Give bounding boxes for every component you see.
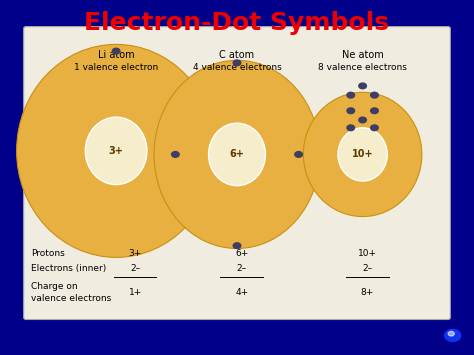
- Text: Electrons (inner): Electrons (inner): [31, 263, 106, 273]
- Text: 8+: 8+: [361, 288, 374, 297]
- Text: 3+: 3+: [109, 146, 124, 156]
- Circle shape: [359, 83, 366, 89]
- Circle shape: [172, 152, 179, 157]
- Text: Charge on
valence electrons: Charge on valence electrons: [31, 283, 111, 303]
- Ellipse shape: [85, 117, 147, 185]
- Circle shape: [347, 125, 355, 131]
- Circle shape: [448, 332, 454, 336]
- Text: 4+: 4+: [235, 288, 248, 297]
- Ellipse shape: [154, 60, 320, 248]
- Text: 2–: 2–: [362, 263, 373, 273]
- Text: C atom: C atom: [219, 50, 255, 60]
- Circle shape: [445, 329, 461, 342]
- Ellipse shape: [209, 123, 265, 186]
- Circle shape: [295, 152, 302, 157]
- Text: 6+: 6+: [235, 249, 248, 258]
- Text: Li atom: Li atom: [98, 50, 135, 60]
- Circle shape: [233, 60, 241, 66]
- Circle shape: [371, 92, 378, 98]
- Text: 1 valence electron: 1 valence electron: [74, 63, 158, 72]
- Text: Electron-Dot Symbols: Electron-Dot Symbols: [84, 11, 390, 35]
- Circle shape: [359, 117, 366, 123]
- Text: 10+: 10+: [352, 149, 374, 159]
- FancyBboxPatch shape: [24, 27, 450, 320]
- Text: 10+: 10+: [358, 249, 377, 258]
- Text: Ne atom: Ne atom: [342, 50, 383, 60]
- Text: 2–: 2–: [130, 263, 140, 273]
- Text: 8 valence electrons: 8 valence electrons: [318, 63, 407, 72]
- Text: 1+: 1+: [128, 288, 142, 297]
- Circle shape: [112, 48, 120, 54]
- Circle shape: [233, 243, 241, 248]
- Text: 6+: 6+: [229, 149, 245, 159]
- Ellipse shape: [338, 128, 387, 181]
- Circle shape: [371, 108, 378, 114]
- Ellipse shape: [303, 92, 422, 217]
- Text: 3+: 3+: [128, 249, 142, 258]
- Circle shape: [347, 92, 355, 98]
- Circle shape: [371, 125, 378, 131]
- Text: Protons: Protons: [31, 249, 64, 258]
- Circle shape: [347, 108, 355, 114]
- Text: 2–: 2–: [237, 263, 247, 273]
- Text: 4 valence electrons: 4 valence electrons: [192, 63, 282, 72]
- Ellipse shape: [17, 44, 216, 257]
